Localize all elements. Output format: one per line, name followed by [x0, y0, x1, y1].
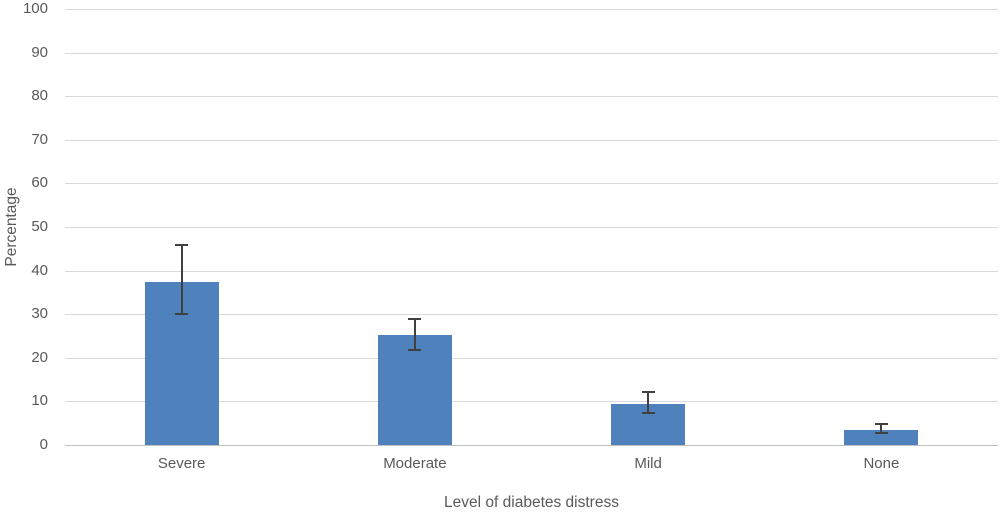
error-cap-top-mild — [641, 390, 655, 393]
error-cap-top-none — [874, 423, 888, 426]
error-cap-bottom-moderate — [408, 348, 422, 351]
error-cap-bottom-none — [874, 432, 888, 435]
category-label-moderate: Moderate — [383, 455, 447, 472]
gridline — [65, 96, 998, 98]
error-bar-moderate — [413, 317, 416, 351]
y-tick-label: 20 — [31, 348, 48, 366]
gridline — [65, 183, 998, 185]
y-tick-label: 70 — [31, 130, 48, 148]
error-bar-none — [880, 423, 883, 435]
error-bar-mild — [647, 390, 650, 415]
y-tick-label: 0 — [39, 436, 48, 453]
error-cap-top-moderate — [408, 317, 422, 320]
error-cap-bottom-mild — [641, 412, 655, 415]
gridline — [65, 357, 998, 359]
x-axis-title: Level of diabetes distress — [444, 494, 619, 511]
gridline — [65, 52, 998, 54]
y-tick-label: 90 — [31, 43, 48, 61]
error-cap-top-severe — [175, 243, 189, 246]
category-label-severe: Severe — [157, 455, 206, 472]
gridline — [65, 314, 998, 316]
bar-moderate — [377, 335, 452, 445]
category-label-mild: Mild — [634, 455, 662, 472]
category-label-none: None — [863, 455, 900, 472]
gridline — [65, 9, 998, 10]
x-axis-line — [65, 445, 998, 446]
y-tick-label: 80 — [31, 87, 48, 105]
plot-area: 0 10 20 30 40 50 60 70 80 90 100 — [23, 0, 998, 453]
y-tick-label: 30 — [31, 305, 48, 323]
gridline — [65, 139, 998, 141]
gridline — [65, 270, 998, 272]
gridline — [65, 227, 998, 228]
gridline — [65, 401, 998, 403]
y-tick-label: 100 — [22, 0, 48, 17]
error-bar-severe — [180, 243, 183, 316]
y-tick-label: 60 — [31, 174, 48, 192]
error-cap-bottom-severe — [175, 313, 189, 316]
y-tick-label: 10 — [31, 392, 48, 410]
y-tick-label: 50 — [31, 218, 48, 235]
bar-none — [844, 429, 919, 445]
y-tick-label: 40 — [31, 261, 48, 279]
